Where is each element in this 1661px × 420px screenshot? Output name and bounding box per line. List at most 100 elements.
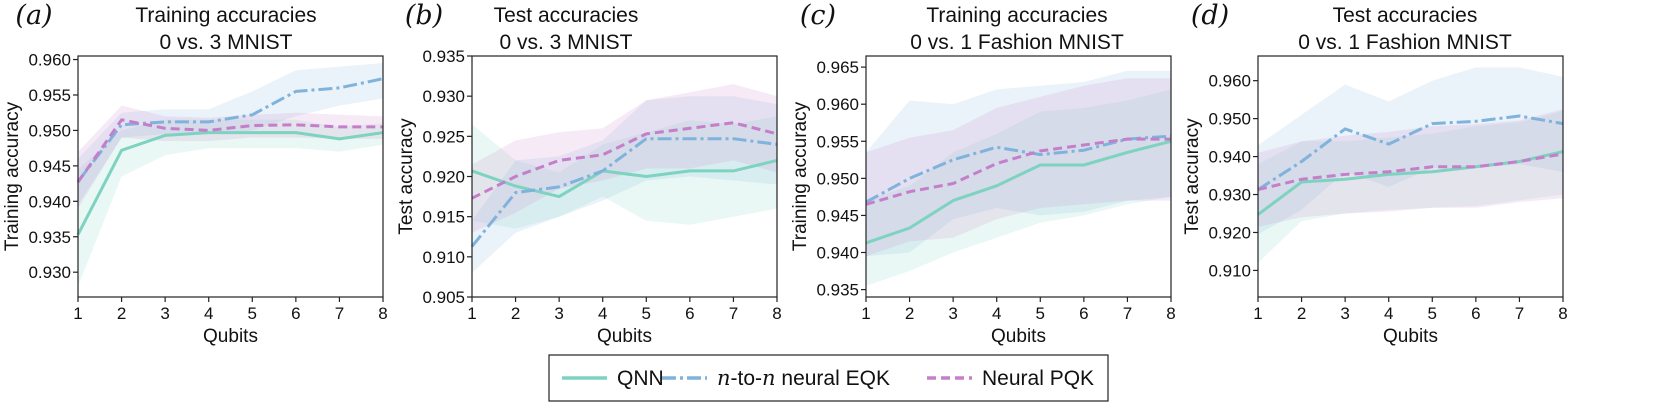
confidence-band-eqk: [472, 96, 777, 273]
panel-letter: (c): [800, 0, 836, 31]
x-tick-label: 4: [204, 304, 213, 323]
y-tick-label: 0.930: [422, 87, 465, 106]
series-line-pqk: [471, 121, 778, 200]
x-tick-label: 6: [291, 304, 300, 323]
x-tick-label: 4: [992, 304, 1001, 323]
series-line-eqk: [470, 137, 778, 248]
chart-title: 0 vs. 3 MNIST: [159, 31, 292, 54]
y-tick-label: 0.940: [1208, 148, 1251, 167]
series-line-qnn: [76, 131, 384, 236]
chart-title: 0 vs. 1 Fashion MNIST: [1298, 31, 1512, 54]
plot-frame: [77, 55, 384, 298]
series-line-pqk: [76, 118, 383, 184]
series-line-qnn: [865, 139, 1172, 245]
y-tick-label: 0.930: [28, 263, 71, 282]
legend-box: [548, 354, 1109, 402]
y-tick-label: 0.965: [816, 58, 859, 77]
y-tick-label: 0.920: [422, 168, 465, 187]
y-tick-label: 0.950: [1208, 110, 1251, 129]
chart-title: 0 vs. 3 MNIST: [499, 31, 632, 54]
panel-letter: (a): [15, 0, 52, 31]
x-tick-label: 6: [685, 304, 694, 323]
x-axis-label: Qubits: [991, 326, 1046, 347]
chart-panel: (d) Test accuracies 0 vs. 1 Fashion MNIST 1…: [1182, 0, 1568, 347]
chart-title: Test accuracies: [494, 4, 639, 27]
chart-panels: (a) Training accuracies 0 vs. 3 MNIST 1 2 3 4 5…: [2, 0, 1568, 347]
series-line-eqk: [1257, 114, 1564, 191]
y-tick-label: 0.955: [816, 132, 859, 151]
y-tick-label: 0.910: [1208, 261, 1251, 280]
x-tick-label: 4: [1384, 304, 1393, 323]
legend-label-eqk: n-to-n neural EQK: [717, 366, 890, 390]
y-axis-label: Training accuracy: [790, 101, 811, 251]
x-axis-label: Qubits: [1383, 326, 1438, 347]
y-tick-label: 0.915: [422, 208, 465, 227]
x-tick-label: 5: [642, 304, 651, 323]
series-line-eqk: [76, 77, 384, 183]
x-tick-label: 5: [1428, 304, 1437, 323]
panel-letter: (d): [1191, 0, 1229, 31]
x-tick-label: 5: [1036, 304, 1045, 323]
y-axis-label: Test accuracy: [1182, 118, 1203, 235]
x-tick-label: 3: [554, 304, 563, 323]
chart-title: Training accuracies: [926, 4, 1107, 27]
chart-title: Training accuracies: [135, 4, 316, 27]
x-tick-label: 3: [948, 304, 957, 323]
legend: QNN n-to-n neural EQK Neural PQK: [548, 354, 1109, 402]
x-axis-label: Qubits: [203, 326, 258, 347]
confidence-band-pqk: [78, 105, 383, 209]
y-tick-label: 0.935: [28, 228, 71, 247]
x-tick-label: 8: [1166, 304, 1175, 323]
confidence-band-pqk: [866, 78, 1171, 257]
legend-label-pqk: Neural PQK: [982, 367, 1094, 390]
y-tick-label: 0.910: [422, 248, 465, 267]
x-tick-label: 2: [511, 304, 520, 323]
y-tick-label: 0.955: [28, 86, 71, 105]
x-tick-label: 8: [378, 304, 387, 323]
x-tick-label: 7: [729, 304, 738, 323]
x-tick-label: 8: [1558, 304, 1567, 323]
series-line-qnn: [471, 158, 778, 199]
x-tick-label: 1: [1253, 304, 1262, 323]
y-tick-label: 0.950: [816, 169, 859, 188]
y-axis-label: Training accuracy: [2, 101, 23, 251]
x-tick-label: 2: [1297, 304, 1306, 323]
x-tick-label: 3: [1340, 304, 1349, 323]
chart-title: Test accuracies: [1333, 4, 1478, 27]
y-axis-label: Test accuracy: [396, 118, 417, 235]
y-tick-label: 0.945: [28, 157, 71, 176]
confidence-band-eqk: [1258, 67, 1563, 235]
y-tick-label: 0.930: [1208, 186, 1251, 205]
x-tick-label: 6: [1079, 304, 1088, 323]
legend-label-qnn: QNN: [617, 367, 664, 390]
series-line-pqk: [1257, 152, 1564, 192]
y-tick-label: 0.925: [422, 127, 465, 146]
x-tick-label: 2: [905, 304, 914, 323]
y-tick-label: 0.960: [1208, 72, 1251, 91]
confidence-band-qnn: [866, 89, 1171, 286]
plot-frame: [1257, 55, 1564, 298]
chart-title: 0 vs. 1 Fashion MNIST: [910, 31, 1124, 54]
confidence-band-eqk: [866, 70, 1171, 257]
chart-panel: (b) Test accuracies 0 vs. 3 MNIST 1 2 3 4 5 6 7 8 0…: [396, 0, 782, 347]
x-tick-label: 3: [160, 304, 169, 323]
panel-letter: (b): [405, 0, 443, 31]
y-tick-label: 0.960: [28, 51, 71, 70]
x-tick-label: 6: [1471, 304, 1480, 323]
x-tick-label: 7: [1515, 304, 1524, 323]
series-line-eqk: [865, 134, 1172, 204]
y-tick-label: 0.950: [28, 121, 71, 140]
y-tick-label: 0.960: [816, 95, 859, 114]
x-tick-label: 1: [861, 304, 870, 323]
y-tick-label: 0.905: [422, 288, 465, 307]
y-tick-label: 0.935: [816, 281, 859, 300]
x-tick-label: 1: [73, 304, 82, 323]
x-tick-label: 2: [117, 304, 126, 323]
confidence-band-pqk: [472, 84, 777, 233]
y-tick-label: 0.940: [28, 192, 71, 211]
x-tick-label: 7: [335, 304, 344, 323]
x-axis-label: Qubits: [597, 326, 652, 347]
y-tick-label: 0.920: [1208, 223, 1251, 242]
x-tick-label: 4: [598, 304, 607, 323]
